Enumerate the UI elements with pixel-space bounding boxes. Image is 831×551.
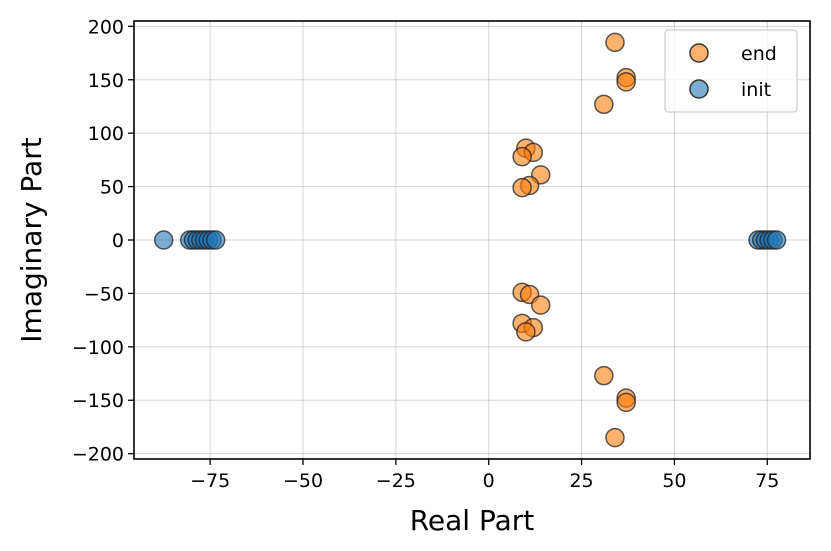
- point-end: [605, 427, 625, 448]
- y-tick-label: 50: [100, 177, 124, 199]
- y-tick-label: −200: [72, 444, 124, 466]
- x-tick-label: 25: [569, 470, 593, 492]
- legend: end init: [664, 29, 798, 113]
- legend-label-init: init: [741, 79, 771, 101]
- x-tick-label: −25: [376, 470, 416, 492]
- point-end: [516, 322, 536, 342]
- point-end: [512, 146, 532, 167]
- x-tick-label: 50: [662, 470, 686, 492]
- legend-box: [664, 29, 798, 113]
- legend-marker-init: [689, 79, 709, 99]
- point-end: [616, 72, 636, 92]
- x-axis-label: Real Part: [410, 504, 535, 537]
- y-tick-label: 0: [112, 230, 124, 252]
- point-end: [594, 365, 614, 386]
- y-tick-label: −150: [72, 390, 124, 412]
- point-end: [530, 295, 551, 315]
- x-tick-label: −50: [283, 470, 323, 492]
- y-tick-label: −50: [84, 283, 124, 305]
- axis-ticks: −75 −50 −25 0 25 50 75 −200 −150 −100 −50 0 50 100 150…: [72, 16, 780, 492]
- data-points: [153, 32, 787, 448]
- y-tick-label: 100: [88, 123, 124, 145]
- legend-marker-end: [689, 43, 709, 63]
- point-init: [205, 230, 226, 250]
- point-init: [153, 230, 174, 250]
- x-tick-label: 75: [755, 470, 779, 492]
- point-end: [594, 94, 614, 115]
- point-init: [766, 230, 787, 250]
- x-tick-label: −75: [190, 470, 230, 492]
- y-axis-label: Imaginary Part: [15, 137, 48, 342]
- point-end: [616, 392, 636, 413]
- legend-label-end: end: [741, 43, 777, 65]
- y-tick-label: 150: [88, 70, 124, 92]
- y-tick-label: −100: [72, 337, 124, 359]
- point-end: [605, 32, 625, 53]
- x-tick-label: 0: [483, 470, 495, 492]
- y-tick-label: 200: [88, 16, 124, 38]
- point-end: [512, 177, 532, 198]
